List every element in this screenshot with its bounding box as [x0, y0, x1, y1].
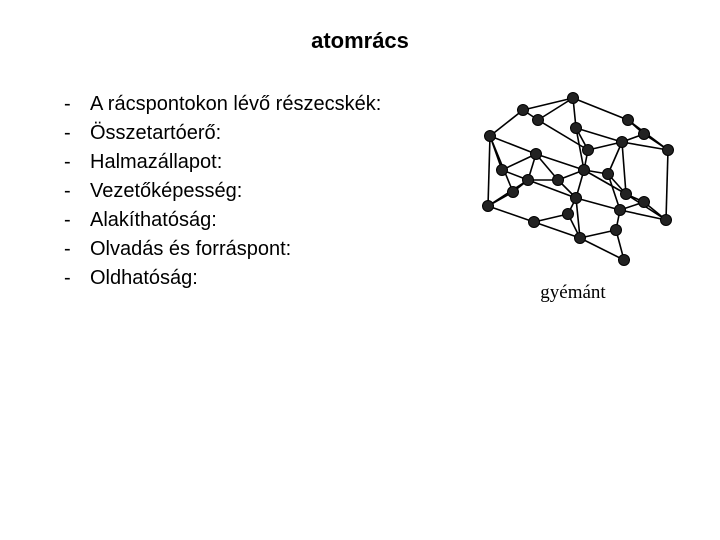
bullet-text: Halmazállapot:	[90, 148, 222, 177]
list-item: - Vezetőképesség:	[64, 177, 381, 206]
bullet-dash: -	[64, 177, 90, 206]
bullet-dash: -	[64, 90, 90, 119]
bullet-text: A rácspontokon lévő részecskék:	[90, 90, 381, 119]
bullet-dash: -	[64, 148, 90, 177]
bullet-text: Vezetőképesség:	[90, 177, 242, 206]
list-item: - Összetartóerő:	[64, 119, 381, 148]
bullet-dash: -	[64, 206, 90, 235]
list-item: - Halmazállapot:	[64, 148, 381, 177]
bullet-dash: -	[64, 264, 90, 293]
bullet-text: Összetartóerő:	[90, 119, 221, 148]
bullet-text: Olvadás és forráspont:	[90, 235, 291, 264]
slide-title: atomrács	[0, 28, 720, 54]
list-item: - Alakíthatóság:	[64, 206, 381, 235]
bullet-text: Alakíthatóság:	[90, 206, 217, 235]
bullet-text: Oldhatóság:	[90, 264, 198, 293]
figure-caption: gyémánt	[468, 282, 678, 304]
bullet-dash: -	[64, 119, 90, 148]
list-item: - Oldhatóság:	[64, 264, 381, 293]
bullet-list: - A rácspontokon lévő részecskék: - Össz…	[64, 90, 381, 293]
list-item: - A rácspontokon lévő részecskék:	[64, 90, 381, 119]
lattice-svg	[468, 80, 678, 280]
list-item: - Olvadás és forráspont:	[64, 235, 381, 264]
diamond-lattice-figure: gyémánt	[468, 80, 678, 304]
bullet-dash: -	[64, 235, 90, 264]
